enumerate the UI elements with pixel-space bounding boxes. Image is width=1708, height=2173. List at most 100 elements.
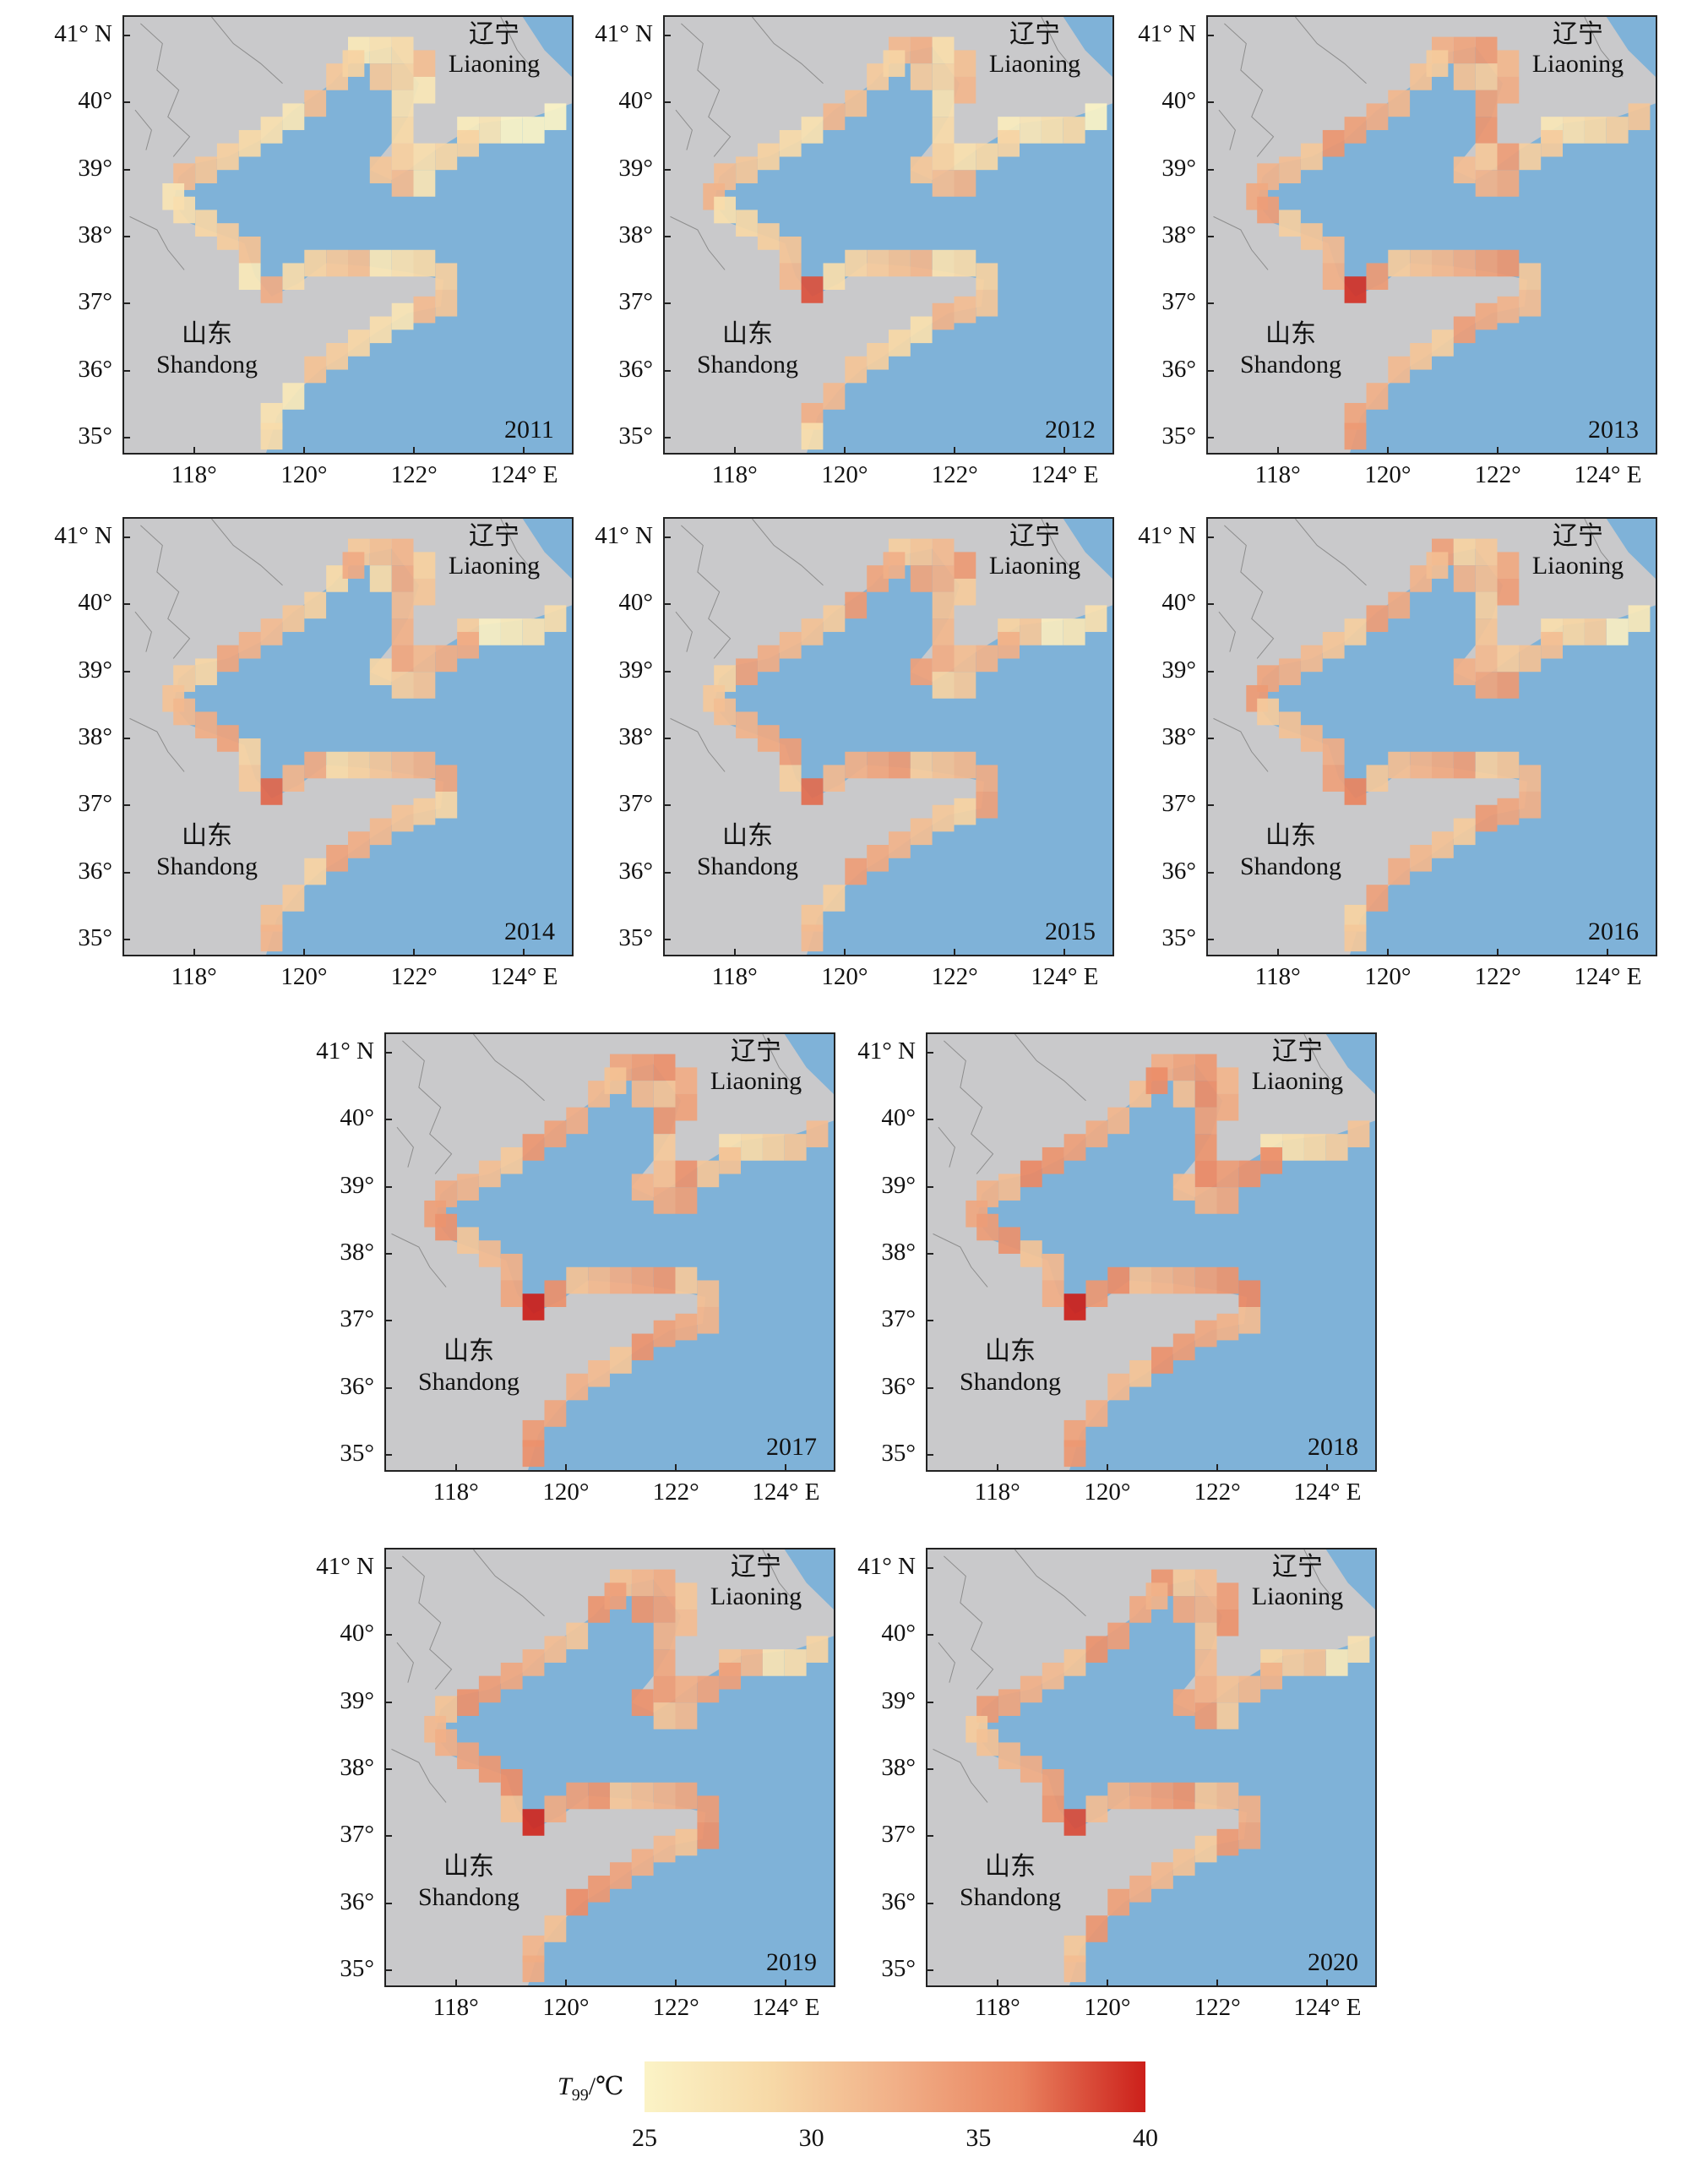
temperature-cell (1238, 1822, 1261, 1849)
label-shandong-zh: 山东 (443, 1337, 494, 1365)
temperature-cell (1475, 591, 1498, 619)
lon-tick-mark (302, 949, 305, 956)
temperature-cell (566, 1373, 589, 1401)
lon-tick-mark (413, 949, 416, 956)
temperature-cell (932, 117, 955, 144)
province-border (211, 17, 283, 84)
temperature-cell (1172, 1569, 1195, 1597)
temperature-cell (1322, 263, 1345, 290)
lat-tick-mark (384, 1252, 392, 1255)
temperature-cell (1519, 143, 1542, 171)
temperature-cell (282, 605, 305, 632)
province-border (1014, 1549, 1086, 1617)
province-border (1584, 17, 1624, 78)
temperature-cell (1432, 831, 1454, 858)
temperature-cell (1475, 249, 1498, 277)
temperature-cell (1194, 1649, 1217, 1676)
temperature-cell (391, 538, 414, 566)
temperature-cell (1475, 302, 1498, 330)
temperature-cell (779, 263, 802, 290)
temperature-cell (1497, 645, 1520, 673)
lon-tick-label: 120° (1364, 461, 1412, 488)
map-canvas (124, 17, 572, 453)
temperature-cell (391, 751, 414, 779)
province-border (933, 1233, 988, 1288)
temperature-cell (348, 831, 370, 858)
temperature-cell (653, 1081, 676, 1108)
temperature-cell (1475, 618, 1498, 645)
temperature-cell (522, 117, 545, 144)
temperature-cell (1260, 1662, 1282, 1690)
temperature-cell (784, 1649, 807, 1676)
lon-tick-mark (302, 447, 305, 455)
temperature-cell (675, 1609, 698, 1637)
lat-tick-label: 40° (340, 1104, 374, 1132)
temperature-cell (998, 631, 1020, 659)
temperature-cell (801, 276, 824, 303)
temperature-cell (1347, 1120, 1370, 1147)
temperature-cell (1260, 1146, 1282, 1174)
temperature-cell (976, 791, 998, 819)
temperature-cell (1475, 170, 1498, 197)
temperature-cell (304, 90, 327, 117)
province-border (938, 1126, 955, 1168)
temperature-cell (1606, 618, 1629, 645)
label-shandong-en: Shandong (418, 1883, 519, 1911)
temperature-cell (500, 1795, 523, 1822)
temperature-cell (348, 329, 370, 357)
lon-tick-label: 120° (280, 963, 328, 990)
temperature-cell (369, 818, 392, 846)
temperature-cell (391, 143, 414, 171)
temperature-cell (1238, 1160, 1261, 1188)
temperature-cell (1347, 1636, 1370, 1663)
temperature-cell (954, 296, 976, 324)
temperature-cell (736, 658, 758, 685)
lon-tick-label: 124° E (490, 461, 558, 488)
temperature-cell (1194, 1187, 1217, 1214)
temperature-cell (910, 658, 933, 685)
lat-tick-mark (926, 1386, 933, 1389)
temperature-cell (238, 631, 261, 659)
temperature-cell (932, 672, 955, 699)
lon-tick-label: 118° (171, 461, 217, 488)
lat-tick-mark (1206, 302, 1214, 305)
temperature-cell (910, 249, 933, 277)
lat-tick-label: 38° (881, 1753, 916, 1781)
temperature-cell (544, 1795, 567, 1822)
temperature-cell (889, 249, 911, 277)
temperature-cell (631, 1174, 654, 1201)
temperature-cell (1107, 1622, 1130, 1650)
temperature-cell (757, 223, 780, 250)
temperature-cell (435, 791, 458, 819)
lon-tick-label: 122° (1474, 963, 1521, 990)
lon-tick-label: 124° E (752, 1479, 820, 1506)
colorbar-tick-label: 35 (966, 2124, 992, 2152)
temperature-cell (413, 170, 436, 197)
lat-tick-mark (926, 1119, 933, 1121)
temperature-cell (653, 1596, 676, 1623)
temperature-cell (391, 591, 414, 619)
lat-tick-mark (926, 1634, 933, 1637)
temperature-cell (1172, 1174, 1195, 1201)
temperature-cell (932, 249, 955, 277)
temperature-cell (954, 249, 976, 277)
temperature-cell (435, 1729, 458, 1756)
temperature-cell (1216, 1828, 1239, 1856)
temperature-cell (1063, 1134, 1086, 1161)
temperature-cell (1257, 698, 1280, 726)
province-border (140, 23, 191, 157)
temperature-cell (697, 1822, 720, 1849)
lat-tick-mark (1206, 536, 1214, 538)
year-label: 2018 (1308, 1433, 1358, 1461)
temperature-cell (1194, 1054, 1217, 1081)
temperature-cell (631, 1689, 654, 1716)
lat-tick-mark (1206, 804, 1214, 807)
temperature-cell (1279, 210, 1301, 237)
label-shandong-en: Shandong (156, 852, 258, 880)
temperature-cell (1497, 578, 1520, 606)
lat-tick-label: 36° (618, 355, 653, 383)
map-panel-2015 (663, 517, 1114, 956)
temperature-cell (500, 1253, 523, 1281)
temperature-cell (1475, 645, 1498, 673)
lon-tick-mark (1386, 447, 1389, 455)
